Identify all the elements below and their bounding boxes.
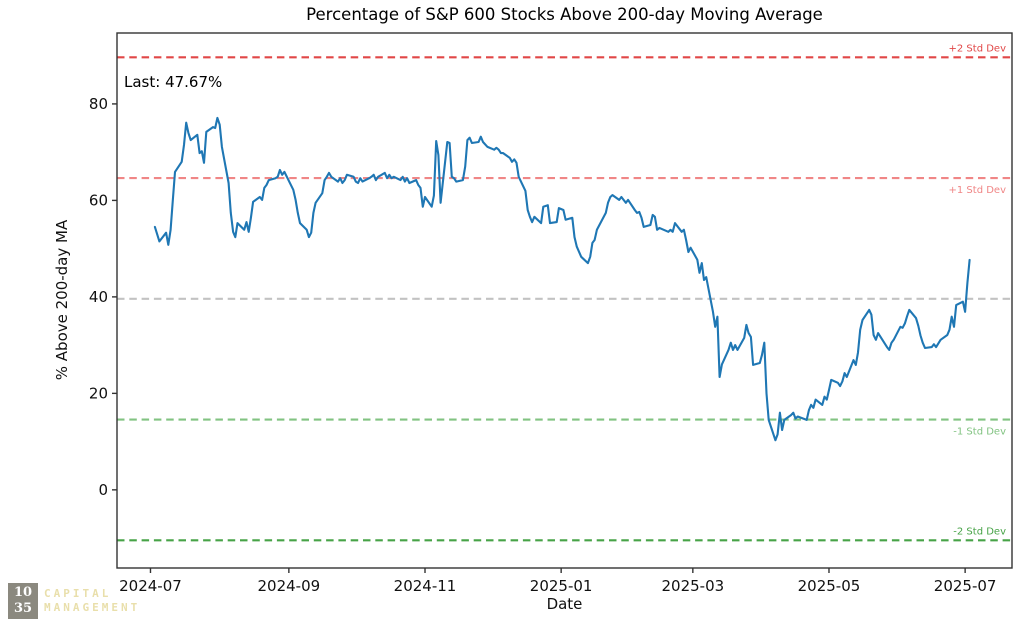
logo-wordmark: CAPITAL MANAGEMENT <box>44 587 140 615</box>
last-value-annotation: Last: 47.67% <box>124 73 223 91</box>
y-tick-label: 20 <box>89 384 108 402</box>
x-axis-label: Date <box>546 595 583 613</box>
x-tick-label: 2025-01 <box>530 577 593 595</box>
x-tick-label: 2025-07 <box>934 577 997 595</box>
plot-border <box>116 32 1013 569</box>
y-tick-label: 60 <box>89 191 108 209</box>
chart-title: Percentage of S&P 600 Stocks Above 200-d… <box>306 5 823 24</box>
y-tick-label: 0 <box>98 481 108 499</box>
logo-capital-text: CAPITAL <box>44 587 112 600</box>
logo-management-text: MANAGEMENT <box>44 601 141 614</box>
x-tick-label: 2024-09 <box>258 577 321 595</box>
x-tick-label: 2025-03 <box>661 577 724 595</box>
x-tick-label: 2025-05 <box>798 577 861 595</box>
std-dev-label: +1 Std Dev <box>949 185 1007 196</box>
y-tick-label: 80 <box>89 95 108 113</box>
company-logo: 10 35 CAPITAL MANAGEMENT <box>8 583 140 619</box>
logo-badge: 10 35 <box>8 583 38 619</box>
std-dev-label: +2 Std Dev <box>949 43 1007 54</box>
logo-number-top: 10 <box>13 585 33 600</box>
logo-number-bottom: 35 <box>13 601 33 616</box>
x-tick-label: 2024-11 <box>394 577 457 595</box>
std-dev-label: -1 Std Dev <box>953 427 1006 438</box>
y-tick-label: 40 <box>89 288 108 306</box>
series-line <box>153 116 971 442</box>
std-dev-label: -2 Std Dev <box>953 526 1006 537</box>
x-tick-label: 2024-07 <box>119 577 182 595</box>
